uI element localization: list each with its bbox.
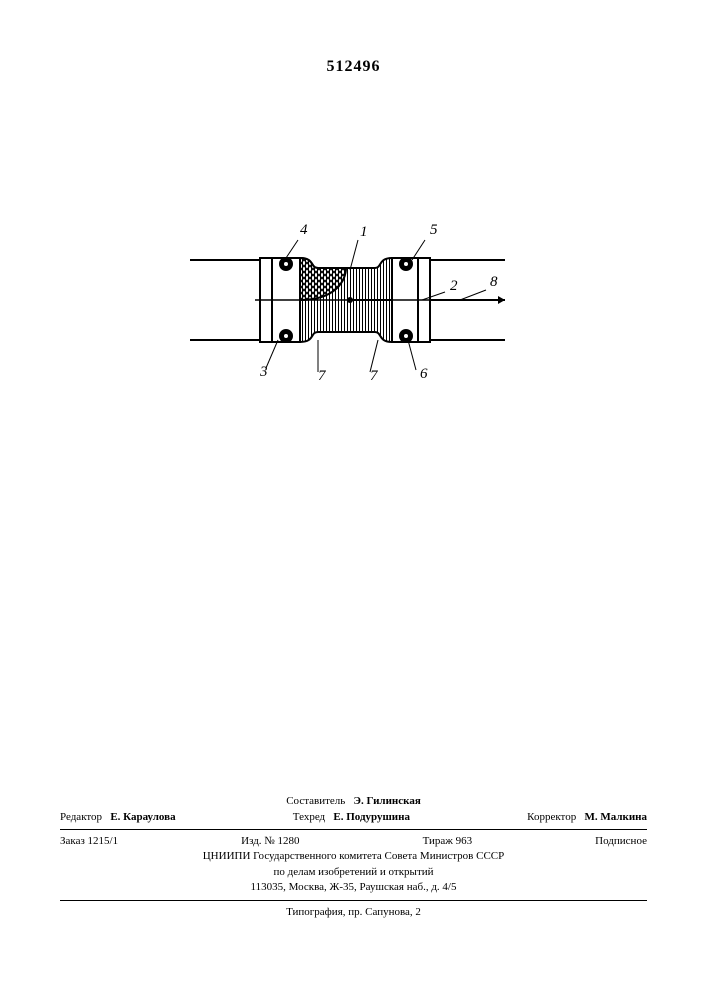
subscription: Подписное (595, 834, 647, 849)
compiler-name: Э. Гилинская (354, 795, 421, 807)
label-2: 2 (450, 278, 458, 294)
label-1: 1 (360, 224, 368, 240)
org-line-1: ЦНИИПИ Государственного комитета Совета … (60, 849, 647, 864)
imprint-footer: Составитель Э. Гилинская Редактор Е. Кар… (60, 794, 647, 920)
typography-line: Типография, пр. Сапунова, 2 (60, 905, 647, 920)
tech-editor-name: Е. Подурушина (333, 811, 410, 823)
core-body (300, 258, 392, 342)
corrector-label: Корректор (527, 811, 576, 823)
label-7b: 7 (370, 368, 379, 384)
edition-number: Изд. № 1280 (241, 834, 299, 849)
tech-editor-label: Техред (293, 811, 325, 823)
label-6: 6 (420, 366, 428, 382)
print-run: Тираж 963 (423, 834, 473, 849)
patent-number: 512496 (0, 58, 707, 76)
label-4: 4 (300, 222, 308, 238)
label-3: 3 (259, 364, 268, 380)
order-number: Заказ 1215/1 (60, 834, 118, 849)
corrector-name: М. Малкина (584, 811, 647, 823)
org-line-2: по делам изобретений и открытий (60, 865, 647, 880)
label-7a: 7 (318, 368, 327, 384)
label-8: 8 (490, 274, 498, 290)
editor-name: Е. Караулова (110, 811, 175, 823)
label-5: 5 (430, 222, 438, 238)
technical-figure: 1 2 3 4 5 6 7 7 8 (160, 200, 540, 430)
compiler-label: Составитель (286, 795, 345, 807)
org-line-3: 113035, Москва, Ж-35, Раушская наб., д. … (60, 880, 647, 895)
center-dot (347, 297, 353, 303)
editor-label: Редактор (60, 811, 102, 823)
